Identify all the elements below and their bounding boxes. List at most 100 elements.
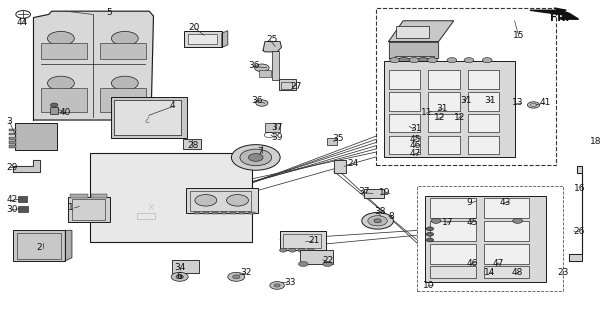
Polygon shape <box>263 42 281 52</box>
Circle shape <box>464 58 474 63</box>
Circle shape <box>447 58 457 63</box>
Circle shape <box>289 248 296 252</box>
Polygon shape <box>65 230 72 261</box>
Circle shape <box>513 218 523 223</box>
Text: 8: 8 <box>389 212 394 221</box>
Bar <box>279 79 296 90</box>
Bar <box>68 197 110 222</box>
Text: 34: 34 <box>174 263 186 272</box>
Text: 42: 42 <box>6 196 17 204</box>
Text: 20: 20 <box>189 23 200 32</box>
Bar <box>265 123 280 132</box>
Circle shape <box>51 103 58 107</box>
Circle shape <box>48 31 74 45</box>
Text: 11: 11 <box>421 108 433 117</box>
Bar <box>425 196 546 282</box>
Text: 14: 14 <box>484 268 496 277</box>
Text: 46: 46 <box>466 259 478 268</box>
Text: 22: 22 <box>323 256 334 265</box>
Bar <box>114 100 181 135</box>
Text: FR.: FR. <box>550 13 569 23</box>
Bar <box>183 139 201 149</box>
Bar <box>259 70 271 77</box>
Text: 33: 33 <box>284 278 295 287</box>
Circle shape <box>368 216 387 226</box>
Text: 10: 10 <box>423 281 435 290</box>
Bar <box>41 43 87 59</box>
Circle shape <box>240 149 272 166</box>
Text: 27: 27 <box>290 82 302 91</box>
Text: 23: 23 <box>558 268 569 277</box>
Bar <box>70 194 88 198</box>
Bar <box>230 212 236 214</box>
Circle shape <box>195 195 217 206</box>
Circle shape <box>482 58 492 63</box>
Text: 25: 25 <box>266 36 278 44</box>
Circle shape <box>298 261 308 267</box>
Bar <box>9 145 16 148</box>
Text: 21: 21 <box>308 236 320 245</box>
Bar <box>9 133 16 135</box>
Bar <box>100 88 146 112</box>
Bar <box>100 43 146 59</box>
Circle shape <box>111 31 138 45</box>
Circle shape <box>48 76 74 90</box>
Circle shape <box>274 284 280 287</box>
Text: 43: 43 <box>499 198 511 207</box>
Polygon shape <box>389 21 454 42</box>
Circle shape <box>280 248 287 252</box>
Bar <box>194 212 200 214</box>
Text: 18: 18 <box>590 137 601 146</box>
Bar <box>468 70 499 89</box>
Bar <box>186 188 258 213</box>
Bar <box>15 123 57 150</box>
Text: 36: 36 <box>251 96 262 105</box>
Text: 47: 47 <box>409 149 421 158</box>
Bar <box>248 212 255 214</box>
Bar <box>190 191 251 211</box>
Bar <box>50 107 58 114</box>
Circle shape <box>527 102 540 108</box>
Bar <box>137 213 155 219</box>
Bar <box>484 244 529 264</box>
Bar <box>428 92 460 111</box>
Text: 38: 38 <box>374 207 385 216</box>
Circle shape <box>390 58 400 63</box>
Text: 5: 5 <box>107 8 112 17</box>
Bar <box>17 233 61 259</box>
Bar <box>395 56 434 67</box>
Bar <box>468 136 499 154</box>
Bar <box>184 31 222 47</box>
Bar <box>188 34 217 44</box>
Bar <box>172 260 199 273</box>
Bar <box>9 137 16 140</box>
Bar <box>396 26 429 38</box>
Bar <box>430 198 476 218</box>
Bar <box>41 88 87 112</box>
Circle shape <box>374 219 381 223</box>
Text: 13: 13 <box>512 98 523 107</box>
Text: 41: 41 <box>540 98 551 107</box>
Bar <box>468 114 499 132</box>
Bar <box>327 138 337 145</box>
Bar <box>300 250 333 264</box>
Bar <box>203 212 209 214</box>
Bar <box>430 266 476 278</box>
Bar <box>239 212 245 214</box>
Text: 26: 26 <box>574 227 585 236</box>
Bar <box>212 212 218 214</box>
Text: x: x <box>148 202 154 212</box>
Bar <box>389 136 420 154</box>
Text: 4: 4 <box>169 101 175 110</box>
Text: 12: 12 <box>434 113 445 122</box>
Bar <box>428 70 460 89</box>
Polygon shape <box>13 160 40 172</box>
Text: 28: 28 <box>188 141 199 150</box>
Bar <box>283 234 321 248</box>
Bar <box>272 51 279 80</box>
Text: 31: 31 <box>437 104 448 113</box>
Circle shape <box>362 212 393 229</box>
Circle shape <box>416 58 431 65</box>
Circle shape <box>111 76 138 90</box>
Circle shape <box>255 64 269 72</box>
